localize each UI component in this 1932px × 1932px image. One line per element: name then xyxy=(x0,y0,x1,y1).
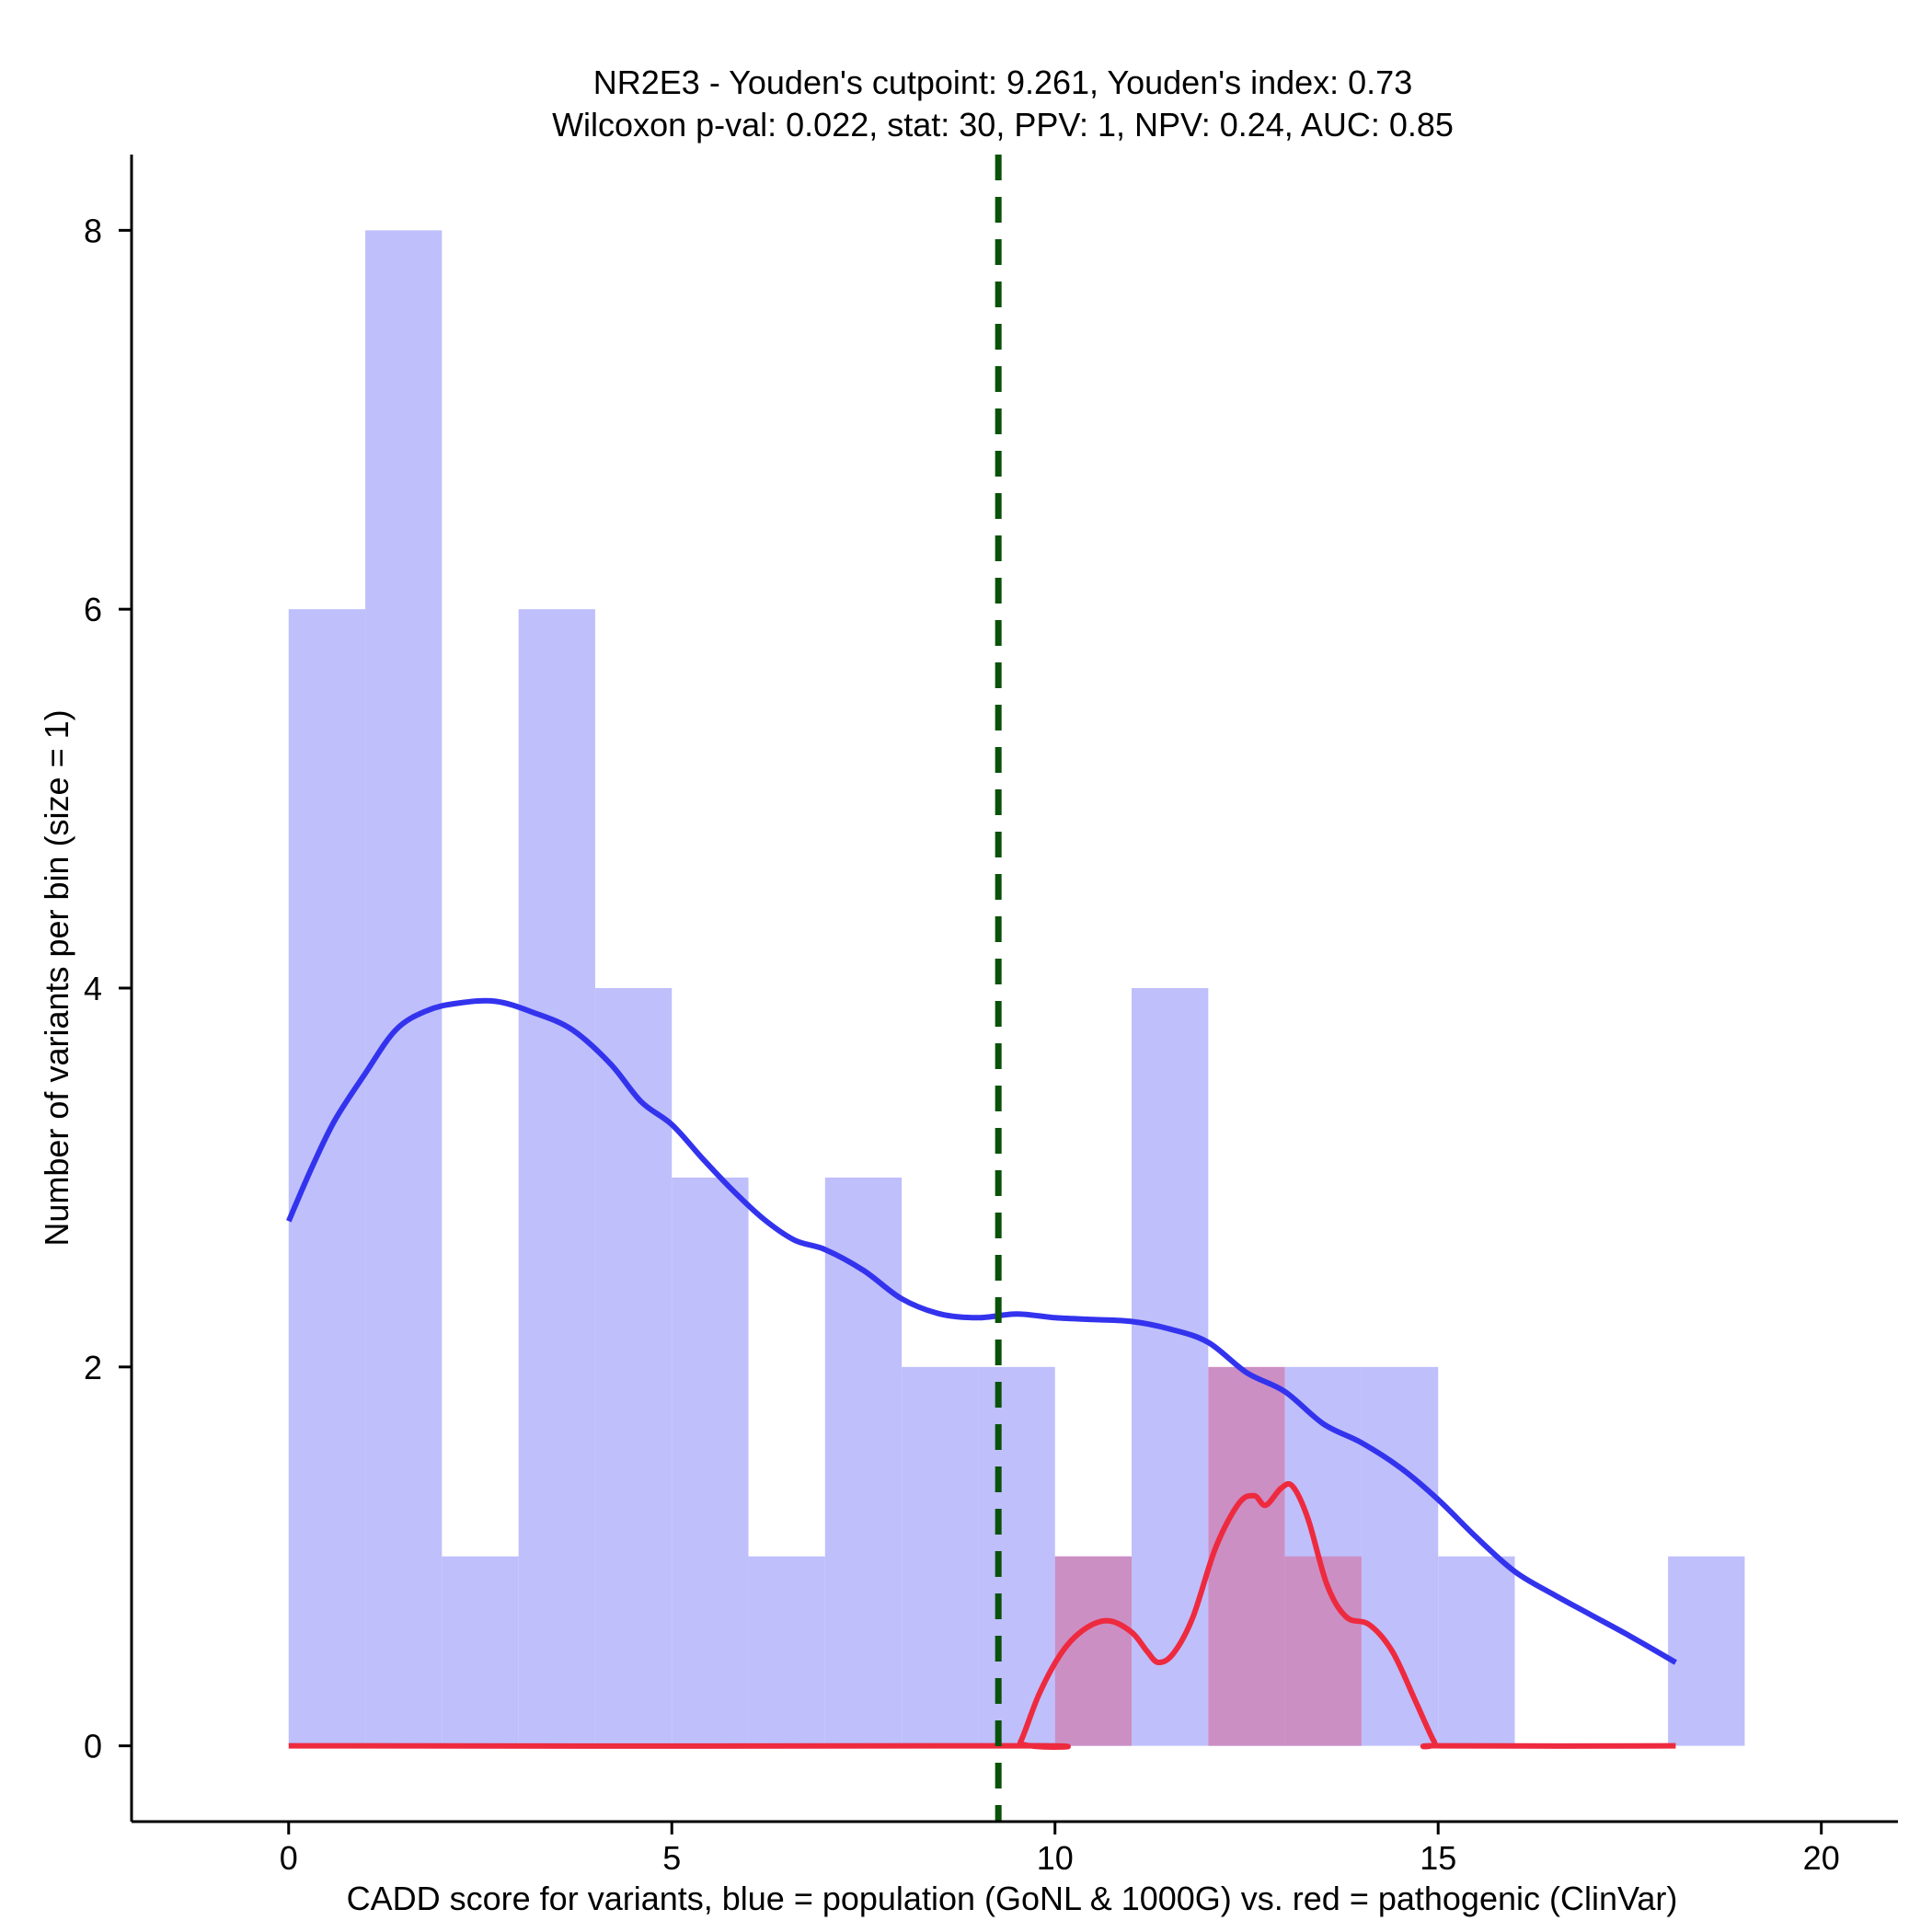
y-tick-label-4: 4 xyxy=(84,970,102,1007)
pathogenic-histogram-bars xyxy=(1054,1366,1362,1746)
population-bar-6 xyxy=(748,1556,825,1746)
population-bar-4 xyxy=(594,988,673,1746)
pathogenic-bar-1 xyxy=(1208,1366,1285,1746)
chart-title-line-2: Wilcoxon p-val: 0.022, stat: 30, PPV: 1,… xyxy=(552,106,1454,144)
population-bar-18 xyxy=(1668,1556,1745,1746)
population-bar-0 xyxy=(288,609,366,1746)
population-bar-11 xyxy=(1132,988,1209,1746)
population-bar-2 xyxy=(442,1556,519,1746)
population-bar-1 xyxy=(365,230,443,1746)
population-bar-8 xyxy=(902,1366,979,1746)
y-tick-label-8: 8 xyxy=(84,212,102,249)
population-bar-5 xyxy=(672,1177,749,1746)
x-axis-ticks: 0 5 10 15 20 xyxy=(280,1822,1840,1877)
x-tick-label-5: 5 xyxy=(662,1839,681,1877)
y-tick-label-0: 0 xyxy=(84,1728,102,1765)
population-histogram-bars xyxy=(288,230,1745,1746)
x-tick-label-0: 0 xyxy=(280,1839,298,1877)
y-tick-label-2: 2 xyxy=(84,1349,102,1386)
population-bar-3 xyxy=(518,609,595,1746)
x-tick-label-15: 15 xyxy=(1420,1839,1456,1877)
y-axis-label: Number of variants per bin (size = 1) xyxy=(38,709,75,1246)
population-bar-7 xyxy=(824,1177,903,1746)
y-axis-ticks: 0 2 4 6 8 xyxy=(84,212,132,1765)
pathogenic-bar-0 xyxy=(1054,1556,1133,1746)
population-density-curve xyxy=(286,997,1677,1665)
pathogenic-bar-2 xyxy=(1284,1556,1362,1746)
population-bar-14 xyxy=(1361,1366,1439,1746)
x-axis-label: CADD score for variants, blue = populati… xyxy=(347,1880,1678,1917)
chart-title-line-1: NR2E3 - Youden's cutpoint: 9.261, Youden… xyxy=(593,63,1412,101)
pathogenic-density-curve xyxy=(288,1480,1676,1750)
population-bar-15 xyxy=(1438,1556,1515,1746)
x-tick-label-10: 10 xyxy=(1037,1839,1074,1877)
y-tick-label-6: 6 xyxy=(84,591,102,628)
x-tick-label-20: 20 xyxy=(1803,1839,1840,1877)
